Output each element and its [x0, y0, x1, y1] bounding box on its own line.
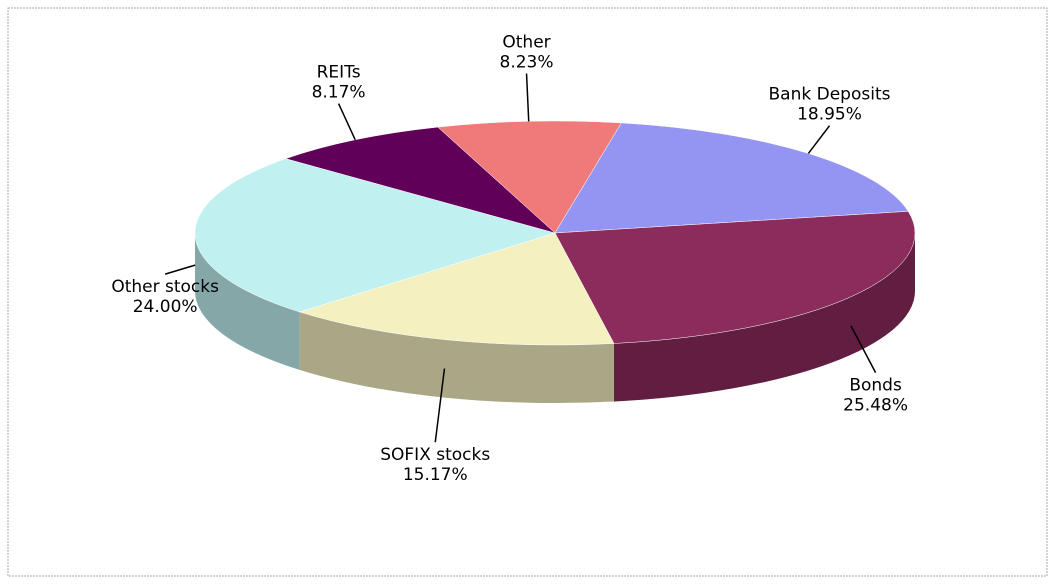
slice-value-label: 8.23% [500, 52, 554, 72]
leader-line [850, 325, 877, 373]
slice [194, 158, 556, 313]
slice-label: Bank Deposits [769, 85, 891, 105]
slice-side [195, 233, 300, 370]
leader-line [434, 368, 446, 443]
slice-label: REITs [317, 63, 361, 83]
leader-line [807, 125, 831, 154]
slice [284, 126, 556, 234]
slice-label: Bonds [849, 376, 902, 396]
slice-label: SOFIX stocks [380, 445, 490, 465]
slice-value-label: 24.00% [133, 297, 198, 317]
slice-value-label: 8.17% [312, 83, 366, 103]
slice-label: Other stocks [111, 277, 219, 297]
leader-line [525, 73, 530, 122]
slice [298, 232, 615, 346]
slice-side-shade [299, 311, 614, 403]
slice-side-shade [613, 233, 915, 402]
leader-line [337, 103, 356, 141]
slice [554, 211, 916, 344]
slice-value-label: 15.17% [403, 465, 468, 485]
slice-value-label: 25.48% [843, 396, 908, 416]
slice-side-shade [195, 233, 300, 370]
slice-side [613, 233, 915, 402]
slice-value-label: 18.95% [797, 105, 862, 125]
slice-label: Other [502, 32, 550, 52]
slice-side [299, 311, 614, 403]
leader-line [164, 264, 196, 275]
